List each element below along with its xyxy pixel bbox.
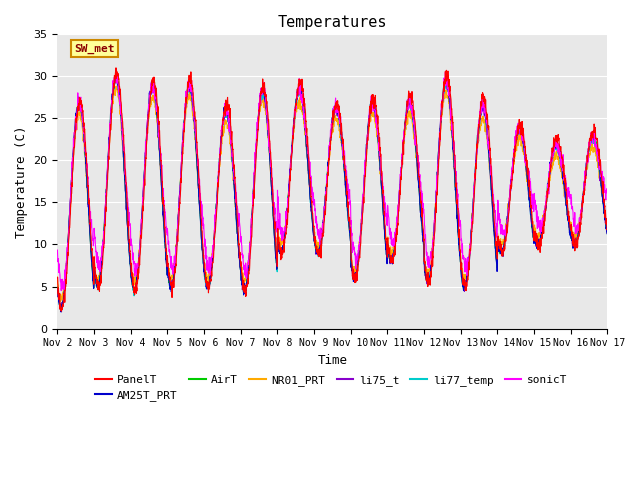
Legend: PanelT, AM25T_PRT, AirT, NR01_PRT, li75_t, li77_temp, sonicT: PanelT, AM25T_PRT, AirT, NR01_PRT, li75_…: [90, 370, 572, 406]
Text: SW_met: SW_met: [74, 44, 115, 54]
Y-axis label: Temperature (C): Temperature (C): [15, 125, 28, 238]
X-axis label: Time: Time: [317, 354, 348, 367]
Title: Temperatures: Temperatures: [278, 15, 387, 30]
